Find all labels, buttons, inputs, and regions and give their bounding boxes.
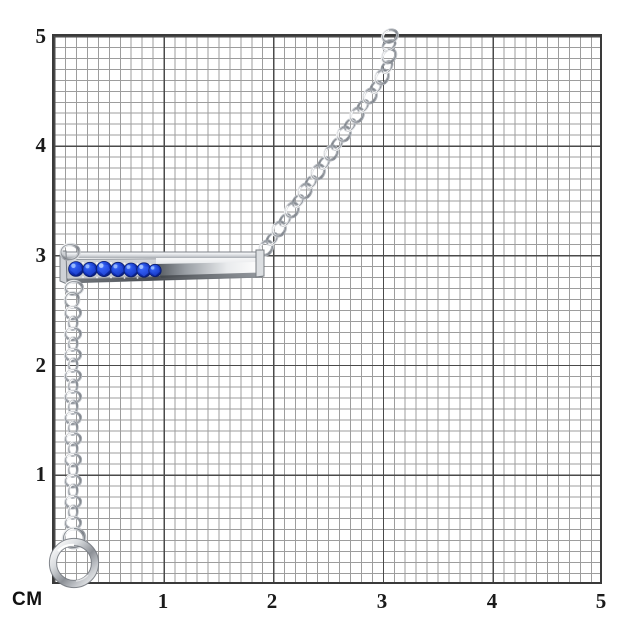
x-tick-2: 2 [266, 589, 278, 613]
x-tick-3: 3 [376, 589, 388, 613]
y-tick-3: 3 [35, 243, 47, 267]
unit-label-cm: CM [12, 589, 43, 610]
x-tick-4: 4 [486, 589, 498, 613]
y-tick-1: 1 [35, 462, 47, 486]
x-tick-5: 5 [595, 589, 607, 613]
measurement-grid [52, 34, 602, 584]
y-tick-5: 5 [35, 24, 47, 48]
y-tick-4: 4 [35, 133, 47, 157]
x-tick-1: 1 [157, 589, 169, 613]
y-tick-2: 2 [35, 353, 47, 377]
